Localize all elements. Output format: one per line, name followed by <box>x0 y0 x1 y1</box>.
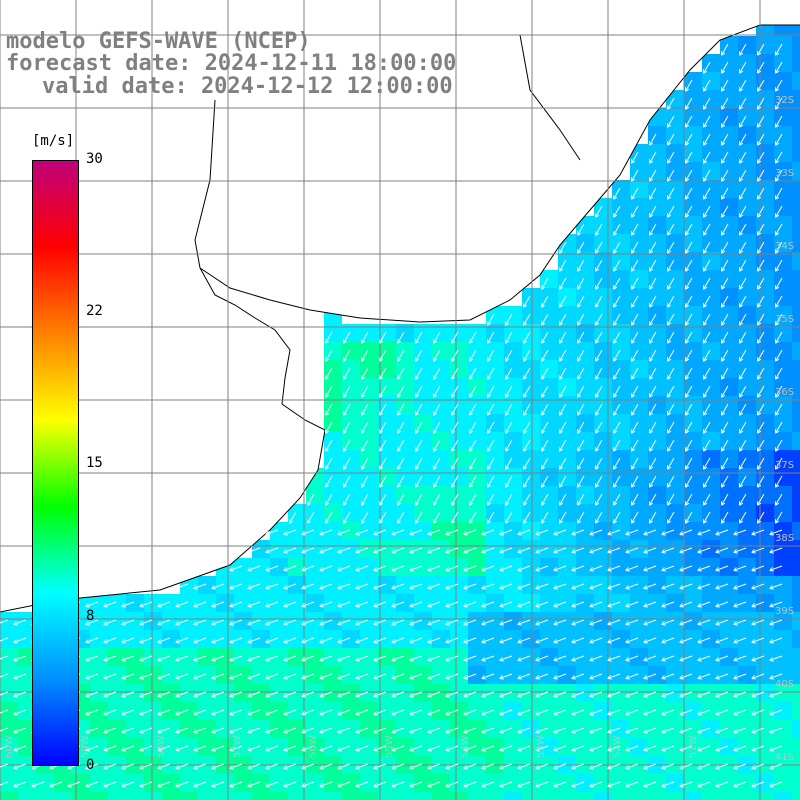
lon-label-4: 56W <box>308 735 319 758</box>
colorbar-tick-0: 0 <box>86 757 95 773</box>
model-title: modelo GEFS-WAVE (NCEP) <box>6 29 311 54</box>
lat-label-5: 37S <box>775 460 794 471</box>
colorbar-tick-30: 30 <box>86 151 103 167</box>
lon-label-7: 53W <box>536 735 547 758</box>
lon-label-0: 60W <box>4 735 15 758</box>
lat-label-8: 40S <box>775 679 794 690</box>
colorbar-tick-22: 22 <box>86 303 103 319</box>
lat-label-1: 33S <box>775 168 794 179</box>
lon-label-2: 58W <box>156 735 167 758</box>
forecast-date: forecast date: 2024-12-11 18:00:00 <box>6 51 457 76</box>
lat-label-0: 32S <box>775 95 794 106</box>
lon-label-5: 55W <box>384 735 395 758</box>
lat-label-4: 36S <box>775 387 794 398</box>
colorbar-unit: [m/s] <box>32 133 75 149</box>
lon-label-9: 51W <box>688 735 699 758</box>
lat-label-6: 38S <box>775 533 794 544</box>
latitude-labels: 32S 33S 34S 35S 36S 37S 38S 39S 40S 41S <box>775 95 794 763</box>
land-area <box>0 24 800 613</box>
colorbar-tick-15: 15 <box>86 455 103 471</box>
valid-date: valid date: 2024-12-12 12:00:00 <box>42 74 453 99</box>
colorbar-tick-8: 8 <box>86 608 95 624</box>
wind-arrows <box>0 43 783 788</box>
lat-label-2: 34S <box>775 241 794 252</box>
lon-label-6: 54W <box>460 735 471 758</box>
lon-label-3: 57W <box>232 735 243 758</box>
colorbar <box>32 160 79 766</box>
lon-label-8: 52W <box>612 735 623 758</box>
lat-label-9: 41S <box>775 752 794 763</box>
longitude-labels: 60W 59W 58W 57W 56W 55W 54W 53W 52W 51W <box>4 735 699 758</box>
lon-label-1: 59W <box>80 735 91 758</box>
lat-label-3: 35S <box>775 314 794 325</box>
lat-label-7: 39S <box>775 606 794 617</box>
